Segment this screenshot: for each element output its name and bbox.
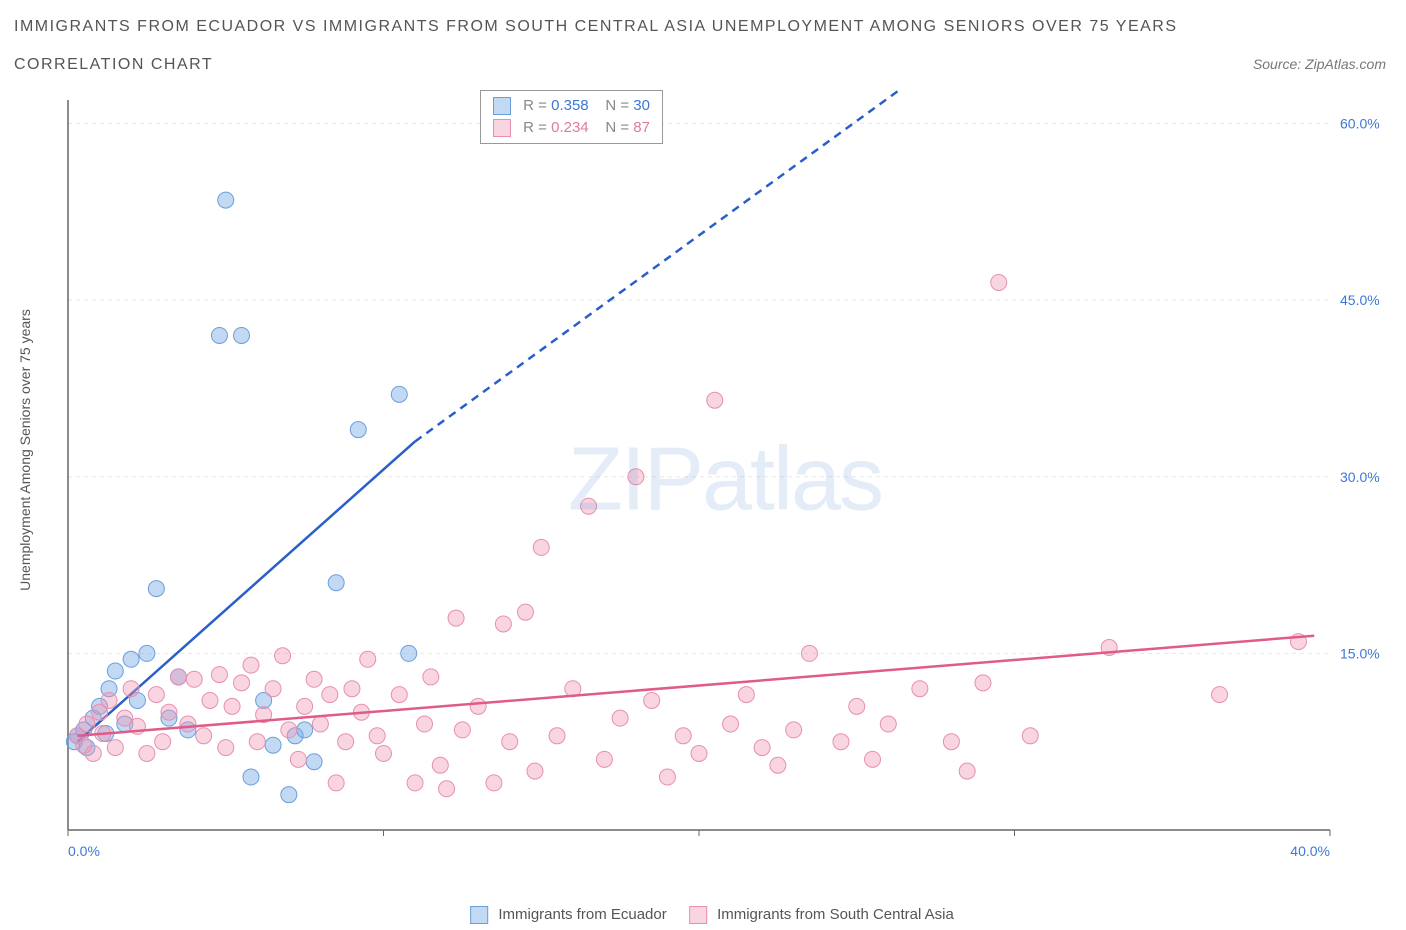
r-value-sca: 0.234 [551,119,589,136]
r-label: R = [523,119,547,136]
legend-label-sca: Immigrants from South Central Asia [717,906,954,923]
stats-row-ecuador: R = 0.358 N = 30 [493,95,650,117]
svg-text:0.0%: 0.0% [68,843,100,859]
svg-text:40.0%: 40.0% [1290,843,1330,859]
legend-swatch-sca [689,906,707,924]
chart-title: IMMIGRANTS FROM ECUADOR VS IMMIGRANTS FR… [14,18,1178,36]
correlation-stats-box: R = 0.358 N = 30 R = 0.234 N = 87 [480,90,663,144]
n-label: N = [605,97,629,114]
r-value-ecuador: 0.358 [551,97,589,114]
legend-swatch-ecuador [470,906,488,924]
swatch-sca [493,119,511,137]
svg-text:45.0%: 45.0% [1340,292,1380,308]
svg-text:15.0%: 15.0% [1340,645,1380,661]
source-label: Source: ZipAtlas.com [1253,56,1386,72]
legend: Immigrants from Ecuador Immigrants from … [452,906,954,924]
n-value-sca: 87 [633,119,650,136]
y-axis-label: Unemployment Among Seniors over 75 years [17,309,33,591]
n-label: N = [605,119,629,136]
svg-text:60.0%: 60.0% [1340,116,1380,132]
stats-row-sca: R = 0.234 N = 87 [493,117,650,139]
n-value-ecuador: 30 [633,97,650,114]
r-label: R = [523,97,547,114]
legend-label-ecuador: Immigrants from Ecuador [498,906,666,923]
scatter-chart: 15.0% 30.0% 45.0% 60.0% 0.0% 40.0% [60,90,1390,910]
swatch-ecuador [493,97,511,115]
chart-area: 15.0%30.0%45.0%60.0%0.0%40.0% ZIPatlas R… [60,90,1390,870]
svg-text:30.0%: 30.0% [1340,469,1380,485]
chart-subtitle: CORRELATION CHART [14,56,213,74]
